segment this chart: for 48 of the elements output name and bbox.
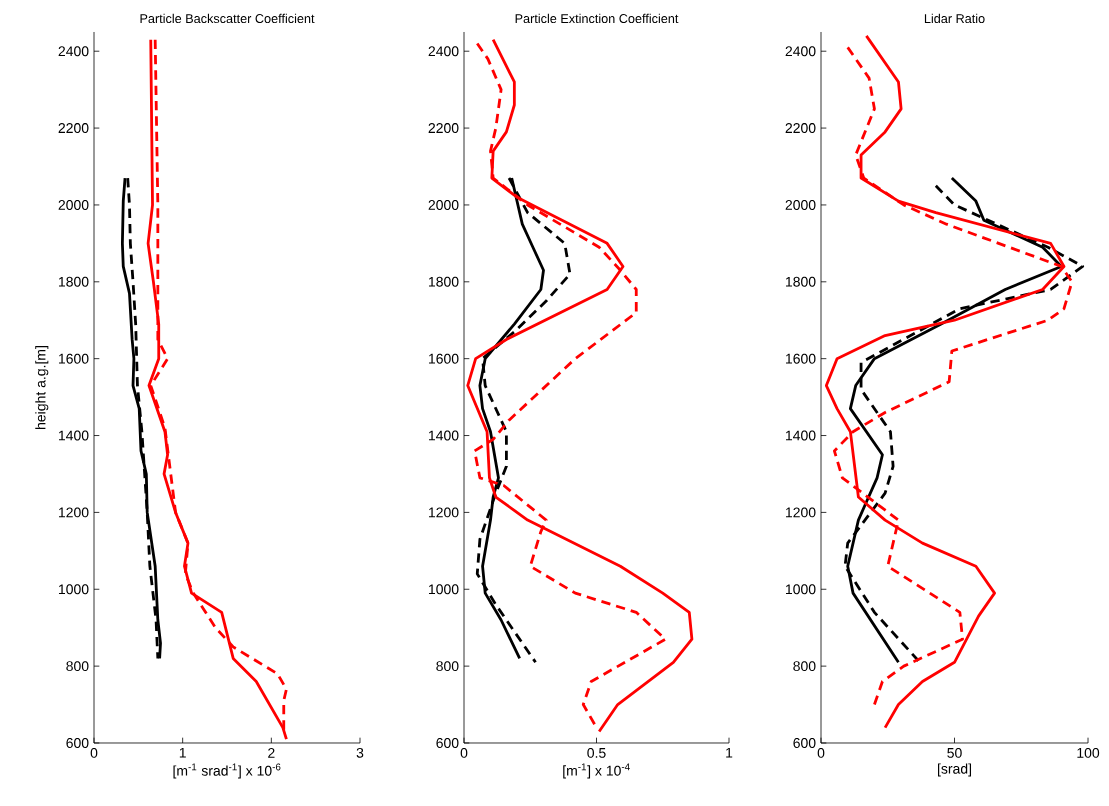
x-tick-label: 0 [460,747,468,758]
x-tick-label: 1 [179,747,186,758]
x-axis-title: [srad] [938,763,972,777]
y-tick-label: 1600 [786,353,816,364]
x-tick-label: 1 [726,747,733,758]
y-tick-label: 1800 [58,276,89,287]
x-tick-label: 50 [947,747,962,758]
y-tick-label: 2400 [58,46,89,57]
x-tick-label: 0 [90,747,98,758]
y-tick-label: 2200 [428,123,459,134]
y-tick-label: 1000 [58,584,89,595]
y-tick-label: 800 [436,661,459,672]
x-tick-label: 100 [1077,747,1100,758]
x-axis-title: [m$^{-1}$] x 10$^{-4}$ [563,763,630,779]
x-tick-label: 3 [356,747,364,758]
y-tick-label: 1400 [58,430,89,441]
y-tick-label: 1000 [786,584,816,595]
y-tick-label: 1400 [786,430,816,441]
chart-title: Particle Extinction Coefficient [515,13,679,24]
y-tick-label: 2400 [428,46,459,57]
x-tick-label: 0.5 [587,747,606,758]
x-tick-label: 0 [817,747,825,758]
y-tick-label: 1800 [786,276,816,287]
y-tick-label: 2200 [785,123,816,134]
x-tick-label: 2 [268,747,275,758]
y-axis-title: height a.g.[m] [35,346,49,429]
y-tick-label: 2200 [58,123,89,134]
y-tick-label: 1600 [58,353,89,364]
y-tick-label: 1200 [58,507,89,518]
y-tick-label: 1400 [428,430,459,441]
y-tick-label: 800 [66,661,89,672]
y-tick-label: 600 [66,738,89,748]
y-tick-label: 600 [793,738,816,748]
y-tick-label: 800 [793,661,816,672]
y-tick-label: 2000 [428,199,459,210]
y-tick-label: 2400 [785,46,816,57]
y-tick-label: 1600 [428,353,459,364]
y-tick-label: 1200 [786,507,816,518]
line-series [466,38,694,733]
y-tick-label: 2000 [785,199,816,210]
y-tick-label: 1000 [428,584,459,595]
x-axis-title: [m$^{-1}$ srad$^{-1}$] x 10$^{-6}$ [173,763,281,779]
chart-title: Particle Backscatter Coefficient [140,13,315,24]
y-tick-label: 2000 [58,199,89,210]
y-tick-label: 1800 [428,276,459,287]
y-tick-label: 600 [436,738,459,748]
y-tick-label: 1200 [428,507,459,518]
chart-title: Lidar Ratio [924,13,985,24]
